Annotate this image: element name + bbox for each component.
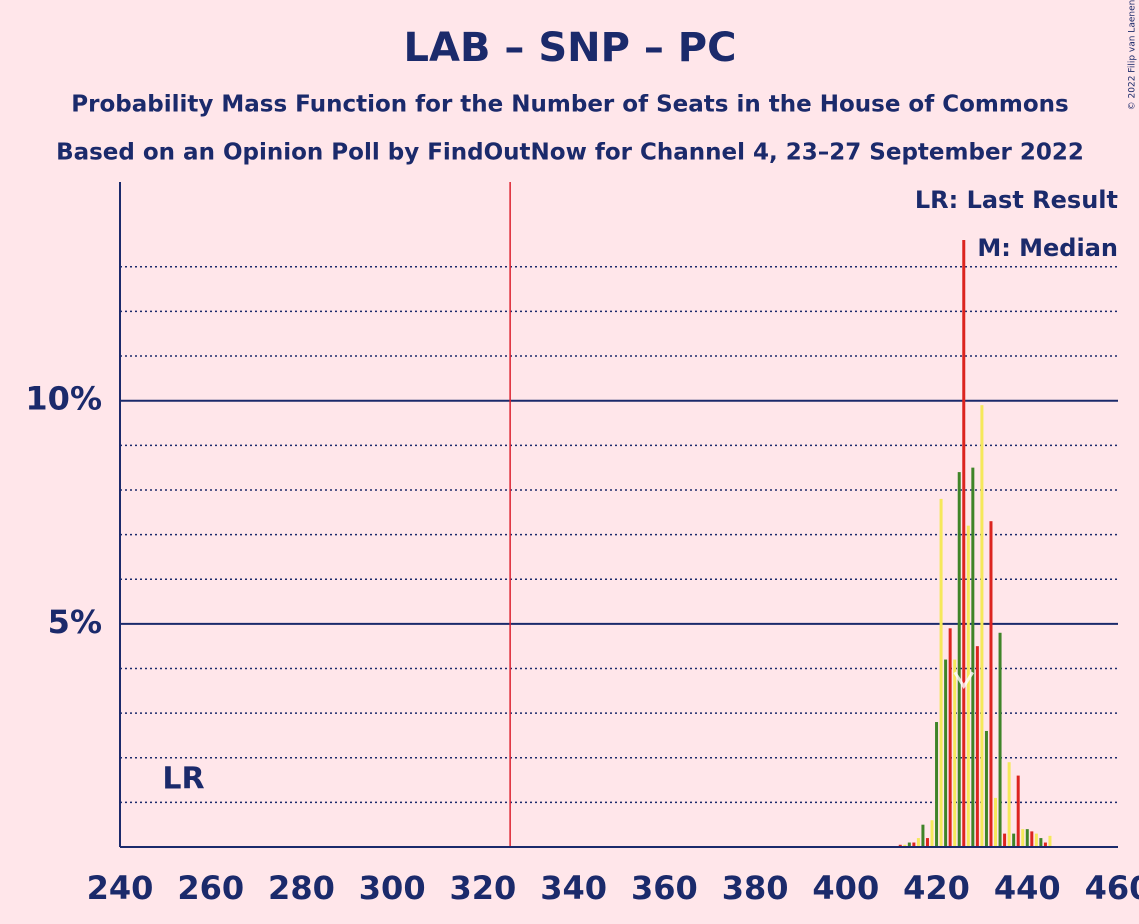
bar [1003, 833, 1007, 847]
bar [975, 646, 979, 847]
bar [953, 659, 957, 847]
x-tick-label: 280 [268, 869, 335, 907]
x-tick-label: 240 [87, 869, 154, 907]
bar [998, 632, 1002, 847]
legend-entry: M: Median [977, 234, 1118, 262]
bar [1012, 833, 1016, 847]
bar [921, 824, 925, 847]
bar [939, 498, 943, 847]
bar [907, 842, 911, 847]
bar [898, 844, 902, 847]
bar [957, 472, 961, 847]
bar [1007, 762, 1011, 847]
x-tick-label: 440 [994, 869, 1061, 907]
bar [1048, 835, 1052, 847]
bar [971, 467, 975, 847]
x-tick-label: 320 [450, 869, 517, 907]
bar [1043, 842, 1047, 847]
last-result-label: LR [162, 762, 204, 797]
x-tick-label: 380 [722, 869, 789, 907]
bar [1039, 838, 1043, 847]
bar [912, 842, 916, 847]
bar [948, 628, 952, 847]
bar [944, 659, 948, 847]
x-tick-label: 260 [177, 869, 244, 907]
bar [1021, 829, 1025, 847]
bar [962, 240, 966, 847]
x-tick-label: 400 [812, 869, 879, 907]
chart-title: LAB – SNP – PC [404, 25, 737, 71]
y-tick-label: 10% [25, 380, 102, 418]
chart-subtitle: Probability Mass Function for the Number… [71, 92, 1068, 118]
chart-subtitle: Based on an Opinion Poll by FindOutNow f… [56, 140, 1084, 166]
bar [1025, 829, 1029, 847]
median-marker [953, 671, 975, 690]
bar [925, 838, 929, 847]
bar [966, 525, 970, 847]
bar [1030, 831, 1034, 847]
bar [984, 730, 988, 847]
bar [930, 820, 934, 847]
y-tick-label: 5% [48, 603, 102, 641]
x-tick-label: 300 [359, 869, 426, 907]
bar [903, 844, 907, 847]
x-tick-label: 460 [1085, 869, 1139, 907]
bar [989, 521, 993, 847]
legend-entry: LR: Last Result [915, 186, 1118, 214]
x-tick-label: 360 [631, 869, 698, 907]
bar [1034, 833, 1038, 847]
bar [935, 722, 939, 847]
x-tick-label: 340 [540, 869, 607, 907]
bar [916, 838, 920, 847]
copyright: © 2022 Filip van Laenen [1128, 0, 1138, 110]
x-tick-label: 420 [903, 869, 970, 907]
bar [980, 405, 984, 847]
bar [994, 797, 998, 847]
bar [1016, 775, 1020, 847]
